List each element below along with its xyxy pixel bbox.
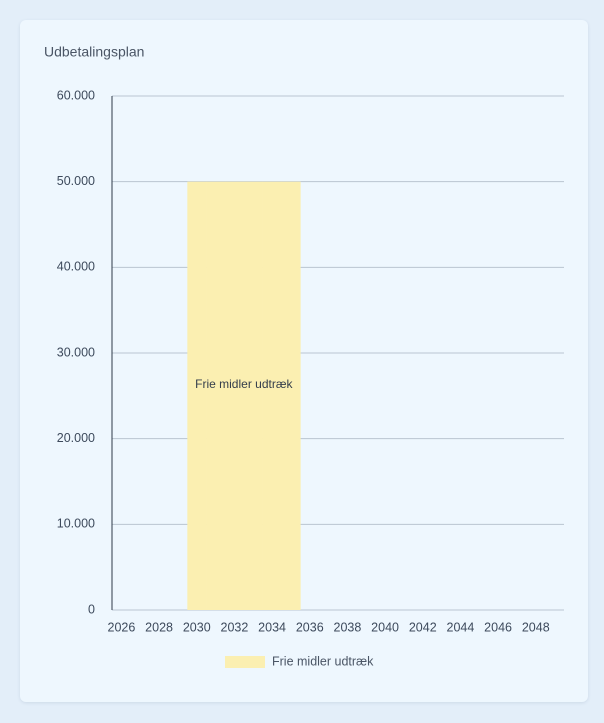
y-tick-label: 50.000 <box>57 174 95 188</box>
x-tick-label: 2032 <box>221 620 249 634</box>
x-tick-label: 2048 <box>522 620 550 634</box>
x-tick-label: 2034 <box>258 620 286 634</box>
bar <box>206 181 226 610</box>
bar <box>243 181 263 610</box>
chart-title: Udbetalingsplan <box>44 44 144 60</box>
x-tick-label: 2040 <box>371 620 399 634</box>
y-tick-label: 20.000 <box>57 431 95 445</box>
y-tick-label: 60.000 <box>57 88 95 102</box>
y-tick-label: 10.000 <box>57 517 95 531</box>
y-tick-label: 40.000 <box>57 260 95 274</box>
y-tick-label: 0 <box>88 602 95 616</box>
chart-card <box>20 20 588 702</box>
x-tick-label: 2046 <box>484 620 512 634</box>
x-tick-label: 2036 <box>296 620 324 634</box>
x-tick-label: 2042 <box>409 620 437 634</box>
bar <box>281 181 301 610</box>
annotation: Frie midler udtræk <box>195 377 293 391</box>
x-tick-label: 2044 <box>447 620 475 634</box>
legend-swatch <box>225 656 265 668</box>
bar <box>187 181 207 610</box>
x-tick-label: 2038 <box>334 620 362 634</box>
x-tick-label: 2028 <box>145 620 173 634</box>
legend-label: Frie midler udtræk <box>272 654 374 668</box>
bar <box>262 181 282 610</box>
bar <box>225 181 245 610</box>
y-tick-label: 30.000 <box>57 345 95 359</box>
x-tick-label: 2026 <box>108 620 136 634</box>
x-tick-label: 2030 <box>183 620 211 634</box>
